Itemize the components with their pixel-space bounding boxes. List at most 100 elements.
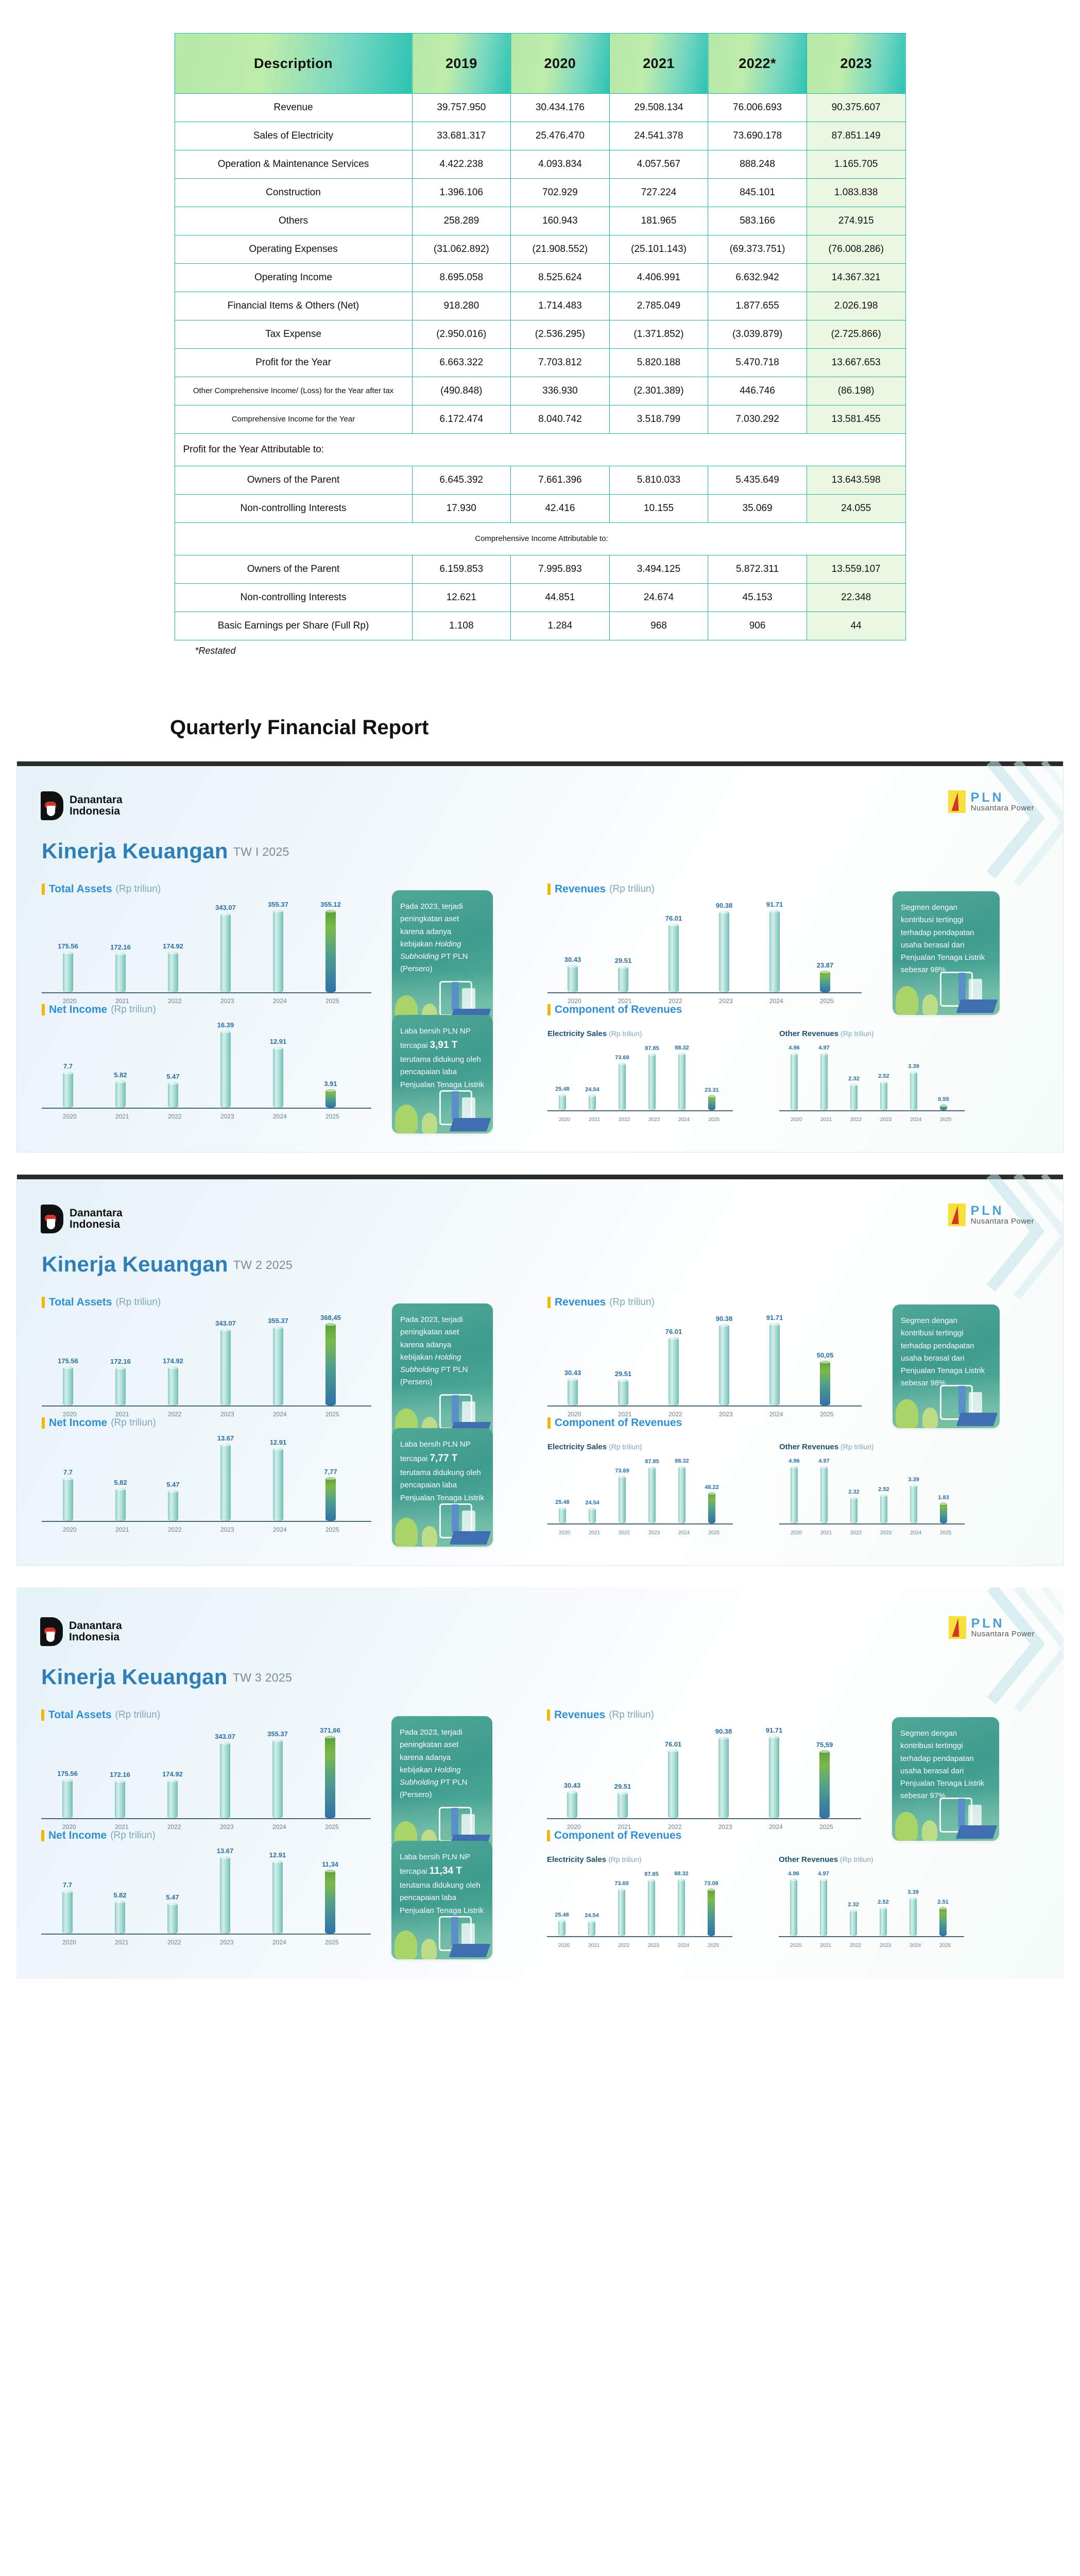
table-cell: 35.069 xyxy=(708,494,807,523)
bar-cap xyxy=(648,1053,656,1056)
danantara-logo: Danantara Indonesia xyxy=(40,1617,122,1646)
bar xyxy=(668,1337,679,1405)
chart-revenues: Revenues (Rp triliun) 30.43 29.51 76.01 90.38… xyxy=(547,883,862,1005)
bar xyxy=(115,1367,126,1405)
chart-revenues: Revenues (Rp triliun) 30.43 29.51 76.01 90.38… xyxy=(547,1296,862,1418)
accent-bar-icon xyxy=(547,1417,551,1429)
smokestack-icon xyxy=(451,1808,458,1837)
bar-column: 5.82 xyxy=(114,1479,127,1521)
bar-cap xyxy=(668,1750,678,1753)
danantara-line1: Danantara xyxy=(69,1619,122,1632)
chart-unit: (Rp triliun) xyxy=(609,884,655,894)
bar-cap xyxy=(791,1053,798,1056)
smokestack-icon xyxy=(958,973,966,1002)
chart-title-text: Revenues xyxy=(555,1296,606,1308)
row-label: Construction xyxy=(174,178,413,207)
bar-column: 76.01 xyxy=(665,1328,682,1405)
bar xyxy=(63,1477,73,1521)
bar xyxy=(115,1780,125,1818)
pln-line2: Nusantara Power xyxy=(971,1630,1035,1639)
bar-cap xyxy=(880,1907,887,1910)
callout-total-assets: Pada 2023, terjadi peningkatan aset kare… xyxy=(392,1303,493,1437)
x-tick-label: 2023 xyxy=(220,1411,234,1418)
panel-period: TW I 2025 xyxy=(233,845,289,858)
bar xyxy=(619,1475,626,1523)
plot-area: 25.48 24.54 73.69 87.85 88.32 23.31 2020 2021 20… xyxy=(547,1041,733,1123)
x-tick-label: 2025 xyxy=(325,997,339,1005)
bar xyxy=(619,1062,626,1110)
x-tick-label: 2022 xyxy=(850,1117,862,1123)
table-row: Others 258.289 160.943 181.965 583.166 274.91… xyxy=(174,207,906,235)
x-axis xyxy=(547,1936,732,1937)
bar-value-label: 13.67 xyxy=(217,1434,234,1442)
x-axis xyxy=(779,1523,965,1524)
bar-value-label: 29.51 xyxy=(614,1369,632,1378)
x-tick-label: 2021 xyxy=(115,1823,129,1831)
bar-value-label: 5.82 xyxy=(114,1071,127,1079)
table-cell: 14.367.321 xyxy=(806,263,906,292)
bar-value-label: 73.08 xyxy=(704,1880,718,1887)
table-cell: 24.674 xyxy=(609,583,709,612)
table-cell: 44 xyxy=(806,612,906,640)
bar-value-label: 90.38 xyxy=(715,902,733,910)
bar-column: 175.56 xyxy=(57,1770,78,1818)
bar-column: 5.47 xyxy=(166,1893,179,1934)
bar xyxy=(820,1053,828,1110)
chart-title-text: Other Revenues xyxy=(779,1029,839,1038)
bar-series: 25.48 24.54 73.69 87.85 88.32 48.22 xyxy=(547,1458,719,1523)
bar xyxy=(167,1902,178,1934)
x-tick-label: 2023 xyxy=(220,1823,234,1831)
x-axis xyxy=(547,992,862,993)
row-label: Operating Expenses xyxy=(174,235,413,264)
x-tick-label: 2023 xyxy=(880,1530,892,1536)
bar xyxy=(63,1071,73,1108)
bar xyxy=(618,965,628,992)
table-cell: 918.280 xyxy=(412,292,511,320)
x-tick-label: 2020 xyxy=(62,1823,76,1831)
plot-area: 4.96 4.97 2.32 2.52 3.39 0.55 2020 2021 2022 2023… xyxy=(779,1041,965,1123)
bar xyxy=(880,1081,887,1110)
bar-value-label: 7.7 xyxy=(63,1468,73,1476)
accent-bar-icon xyxy=(547,1297,551,1308)
bar-column: 29.51 xyxy=(615,957,631,992)
table-cell: 33.681.317 xyxy=(412,122,511,150)
bar xyxy=(220,1444,231,1521)
table-cell: 1.165.705 xyxy=(806,150,906,179)
bar-cap xyxy=(819,1750,830,1753)
row-label: Owners of the Parent xyxy=(174,555,413,584)
x-axis xyxy=(41,1818,371,1819)
plot-area: 175.56 172.16 174.92 343.07 355.37 368,45 2020… xyxy=(42,1312,371,1418)
bar xyxy=(589,1094,596,1110)
column-header-description: Description xyxy=(174,33,413,94)
table-cell: 1.083.838 xyxy=(806,178,906,207)
table-row: Owners of the Parent 6.645.392 7.661.396 5.… xyxy=(174,466,906,495)
plant-icon xyxy=(968,1805,982,1827)
column-header-2022: 2022* xyxy=(708,33,807,94)
bar-cap xyxy=(168,1489,178,1493)
bar-value-label: 3.39 xyxy=(907,1889,919,1895)
bar-column: 76.01 xyxy=(665,914,682,992)
bar xyxy=(63,951,73,992)
bar-value-label: 0.55 xyxy=(938,1096,949,1103)
table-cell: 42.416 xyxy=(510,494,610,523)
x-tick-label: 2025 xyxy=(939,1943,951,1948)
chart-unit: (Rp triliun) xyxy=(608,1855,642,1863)
chart-net-income: Net Income (Rp triliun) 7.7 5.82 5.47 13.67 12… xyxy=(41,1829,371,1946)
table-row: Operating Income 8.695.058 8.525.624 4.406.… xyxy=(174,263,906,292)
bar-cap xyxy=(325,1736,335,1738)
bar xyxy=(910,1896,917,1936)
danantara-logo: Danantara Indonesia xyxy=(41,791,123,820)
callout-revenues: Segmen dengan kontribusi tertinggi terha… xyxy=(892,1717,999,1841)
row-label: Other Comprehensive Income/ (Loss) for t… xyxy=(174,377,413,405)
bar-cap xyxy=(719,1324,729,1327)
bar-cap xyxy=(820,1878,827,1881)
x-tick-label: 2025 xyxy=(820,997,834,1005)
table-cell: 24.055 xyxy=(806,494,906,523)
row-label: Non-controlling Interests xyxy=(174,583,413,612)
bar-column: 2.51 xyxy=(937,1899,949,1936)
x-tick-label: 2021 xyxy=(115,1939,129,1946)
x-tick-label: 2023 xyxy=(648,1943,660,1948)
x-tick-label: 2021 xyxy=(618,1411,632,1418)
chart-unit: (Rp triliun) xyxy=(840,1855,873,1863)
bar-column: 368,45 xyxy=(320,1314,341,1405)
